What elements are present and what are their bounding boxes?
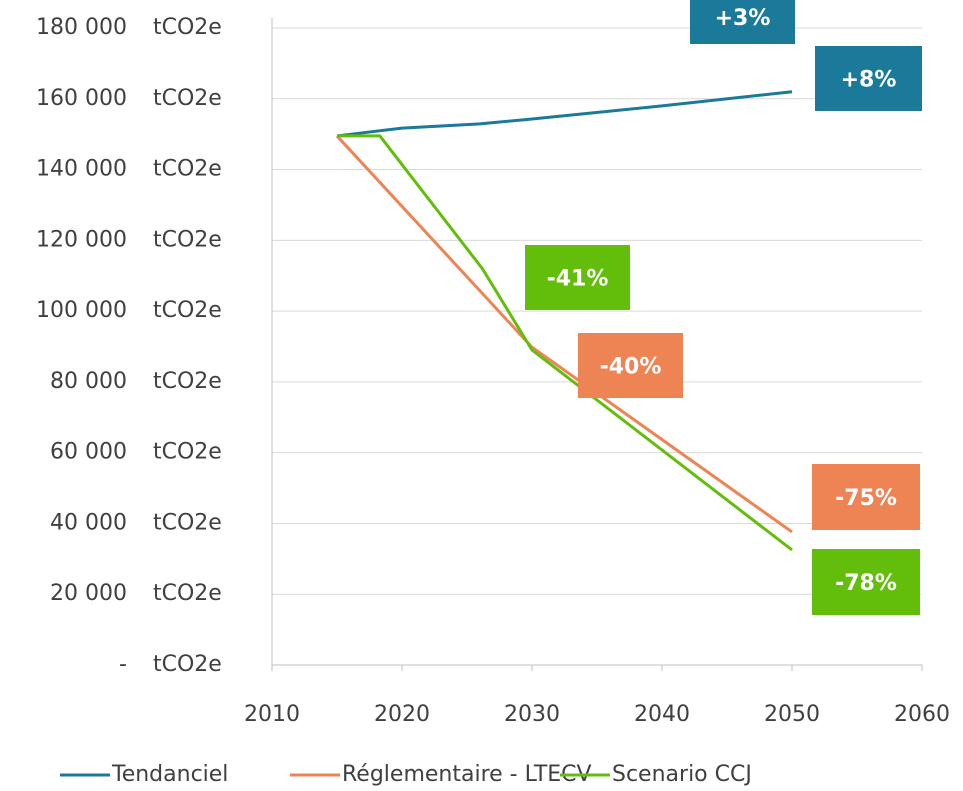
annotation-text: -78% xyxy=(835,571,897,596)
x-tick-label: 2040 xyxy=(634,702,690,727)
y-tick-unit: tCO2e xyxy=(153,581,222,606)
x-tick-label: 2050 xyxy=(764,702,820,727)
series-line xyxy=(336,90,793,138)
y-tick-unit: tCO2e xyxy=(153,510,222,535)
y-tick-label: 140 000 xyxy=(36,157,127,182)
y-tick-label: 60 000 xyxy=(50,440,127,465)
annotation-box xyxy=(578,333,683,398)
y-tick-label: 20 000 xyxy=(50,581,127,606)
y-tick-label: 180 000 xyxy=(36,15,127,40)
y-tick-unit: tCO2e xyxy=(153,86,222,111)
series-line xyxy=(335,134,793,534)
annotation-text: +8% xyxy=(841,68,897,93)
annotation-text: +3% xyxy=(715,6,771,31)
annotation-text: -75% xyxy=(835,486,897,511)
y-tick-unit: tCO2e xyxy=(153,440,222,465)
legend-label: Réglementaire - LTECV xyxy=(342,762,592,787)
x-tick-label: 2030 xyxy=(504,702,560,727)
y-tick-unit: tCO2e xyxy=(153,157,222,182)
y-tick-label: 120 000 xyxy=(36,227,127,252)
y-tick-label: 80 000 xyxy=(50,369,127,394)
annotation-box xyxy=(690,0,795,44)
legend-label: Scenario CCJ xyxy=(612,762,752,787)
series-line xyxy=(337,134,793,552)
y-tick-unit: tCO2e xyxy=(153,15,222,40)
y-tick-label: 100 000 xyxy=(36,298,127,323)
x-tick-label: 2010 xyxy=(244,702,300,727)
annotation-box xyxy=(815,46,922,111)
y-tick-unit: tCO2e xyxy=(153,298,222,323)
y-tick-unit: tCO2e xyxy=(153,369,222,394)
y-tick-label: 160 000 xyxy=(36,86,127,111)
annotation-text: -41% xyxy=(547,267,609,292)
x-tick-label: 2020 xyxy=(374,702,430,727)
y-tick-label: 40 000 xyxy=(50,510,127,535)
y-tick-unit: tCO2e xyxy=(153,227,222,252)
annotation-box xyxy=(812,549,920,615)
y-tick-unit: tCO2e xyxy=(153,652,222,677)
x-tick-label: 2060 xyxy=(894,702,950,727)
annotation-box xyxy=(525,245,630,310)
annotation-text: -40% xyxy=(600,355,662,380)
y-tick-label: - xyxy=(119,652,127,677)
annotation-box xyxy=(812,464,920,530)
legend-label: Tendanciel xyxy=(111,762,228,787)
